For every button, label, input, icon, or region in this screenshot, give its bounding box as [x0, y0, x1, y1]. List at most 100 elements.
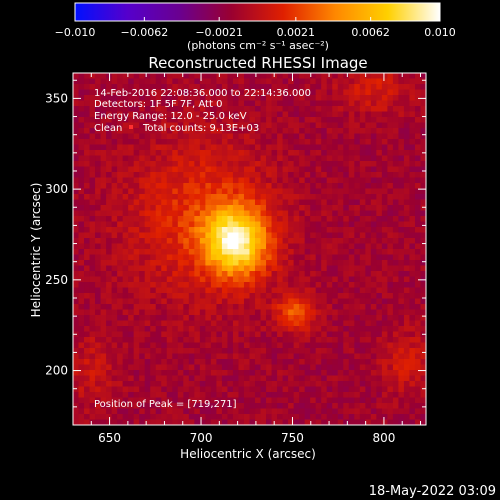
heatmap-cell [111, 111, 118, 118]
heatmap-cell [315, 155, 322, 162]
heatmap-cell [183, 166, 190, 173]
heatmap-cell [232, 221, 239, 228]
heatmap-cell [177, 194, 184, 200]
heatmap-cell [128, 238, 135, 244]
heatmap-cell [144, 293, 151, 299]
heatmap-cell [288, 408, 295, 415]
heatmap-cell [277, 188, 283, 195]
heatmap-cell [172, 117, 179, 123]
heatmap-cell [227, 276, 234, 283]
heatmap-cell [194, 315, 201, 321]
heatmap-cell [392, 155, 399, 162]
heatmap-cell [150, 128, 157, 134]
heatmap-cell [403, 172, 410, 178]
heatmap-cell [381, 73, 388, 79]
heatmap-cell [266, 364, 272, 371]
heatmap-cell [144, 161, 151, 167]
heatmap-cell [398, 100, 405, 107]
heatmap-cell [199, 183, 206, 189]
heatmap-cell [161, 271, 168, 277]
heatmap-cell [199, 84, 206, 90]
heatmap-cell [354, 188, 361, 195]
heatmap-cell [398, 403, 405, 409]
heatmap-cell [315, 254, 322, 261]
heatmap-cell [359, 144, 366, 151]
heatmap-cell [188, 216, 195, 222]
heatmap-cell [293, 117, 300, 123]
heatmap-cell [166, 232, 173, 239]
heatmap-cell [111, 210, 118, 217]
heatmap-cell [205, 254, 212, 261]
heatmap-cell [321, 309, 328, 316]
heatmap-cell [106, 293, 113, 299]
heatmap-cell [398, 227, 405, 233]
heatmap-cell [282, 106, 289, 112]
heatmap-cell [84, 309, 90, 316]
heatmap-cell [122, 84, 129, 90]
heatmap-cell [326, 111, 333, 118]
heatmap-cell [271, 375, 278, 382]
heatmap-cell [166, 254, 173, 261]
heatmap-cell [155, 166, 162, 173]
heatmap-cell [199, 260, 206, 266]
heatmap-cell [210, 326, 217, 332]
heatmap-cell [106, 89, 113, 96]
heatmap-cell [205, 348, 212, 354]
heatmap-cell [221, 89, 228, 96]
heatmap-cell [321, 359, 328, 365]
heatmap-cell [304, 133, 311, 140]
heatmap-cell [343, 177, 350, 184]
heatmap-cell [321, 216, 328, 222]
heatmap-cell [95, 106, 101, 112]
heatmap-cell [243, 128, 250, 134]
heatmap-cell [84, 381, 90, 387]
heatmap-cell [354, 78, 361, 85]
heatmap-cell [177, 298, 184, 305]
heatmap-cell [266, 403, 272, 409]
heatmap-cell [266, 95, 272, 101]
heatmap-cell [387, 287, 394, 294]
heatmap-cell [255, 166, 261, 173]
heatmap-cell [216, 353, 223, 360]
heatmap-cell [403, 73, 410, 79]
heatmap-cell [78, 414, 85, 420]
heatmap-cell [227, 370, 234, 376]
heatmap-cell [343, 287, 350, 294]
heatmap-cell [172, 172, 179, 178]
heatmap-cell [381, 199, 388, 206]
heatmap-cell [249, 276, 256, 283]
heatmap-cell [216, 139, 223, 145]
heatmap-cell [321, 111, 328, 118]
heatmap-cell [227, 227, 234, 233]
heatmap-cell [359, 221, 366, 228]
heatmap-cell [133, 298, 140, 305]
heatmap-cell [343, 216, 350, 222]
heatmap-cell [409, 282, 416, 288]
heatmap-cell [282, 342, 289, 349]
heatmap-cell [183, 386, 190, 393]
heatmap-cell [84, 166, 90, 173]
heatmap-cell [227, 95, 234, 101]
heatmap-cell [354, 84, 361, 90]
heatmap-cell [144, 320, 151, 327]
heatmap-cell [387, 172, 394, 178]
heatmap-cell [133, 199, 140, 206]
heatmap-cell [354, 260, 361, 266]
heatmap-cell [216, 342, 223, 349]
heatmap-cell [205, 414, 212, 420]
heatmap-cell [260, 414, 267, 420]
heatmap-cell [216, 150, 223, 156]
heatmap-cell [210, 337, 217, 343]
heatmap-cell [321, 100, 328, 107]
heatmap-cell [238, 238, 245, 244]
heatmap-cell [348, 111, 355, 118]
heatmap-cell [299, 133, 306, 140]
heatmap-cell [288, 100, 295, 107]
heatmap-cell [255, 276, 261, 283]
heatmap-cell [348, 73, 355, 79]
heatmap-cell [89, 419, 96, 426]
heatmap-cell [370, 359, 377, 365]
heatmap-cell [227, 84, 234, 90]
heatmap-cell [128, 111, 135, 118]
heatmap-cell [166, 353, 173, 360]
